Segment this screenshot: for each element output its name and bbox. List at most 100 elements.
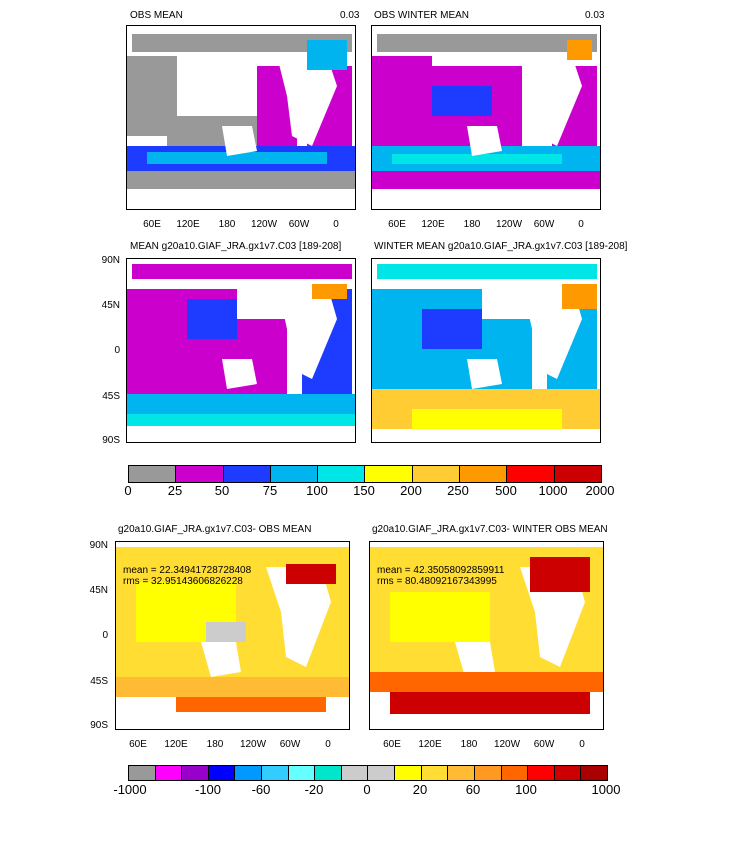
lon-label: 60W	[288, 219, 310, 230]
map-canvas	[116, 542, 349, 729]
lon-label: 0	[333, 219, 339, 230]
colorbar-label: 100	[515, 782, 537, 797]
colorbar-swatch	[155, 766, 183, 780]
stats-block: mean = 42.35058092859911 rms = 80.480921…	[377, 565, 504, 587]
lon-label: 120W	[495, 219, 523, 230]
map-model-mean	[126, 258, 356, 443]
lat-label: 90S	[90, 720, 108, 731]
lat-label: 90S	[102, 435, 120, 446]
colorbar-label: -1000	[113, 782, 147, 797]
colorbar-swatch	[368, 766, 396, 780]
colorbar-label: 0	[124, 483, 132, 498]
lon-label: 120E	[418, 739, 442, 750]
colorbar-swatch	[129, 766, 156, 780]
lon-label: 180	[206, 739, 224, 750]
lon-label: 0	[579, 739, 585, 750]
lat-label: 45N	[101, 300, 120, 311]
colorbar-label: 100	[306, 483, 328, 498]
colorbar-label: 200	[400, 483, 422, 498]
colorbar-swatch	[528, 766, 555, 780]
colorbar-swatch	[262, 766, 289, 780]
colorbar-swatch	[412, 466, 461, 482]
colorbar-label: 50	[214, 483, 230, 498]
map-obs-winter-mean	[371, 25, 601, 210]
panel-title: MEAN g20a10.GIAF_JRA.gx1v7.C03 [189-208]	[130, 241, 342, 252]
panel-title: WINTER MEAN g20a10.GIAF_JRA.gx1v7.C03 [1…	[374, 241, 628, 252]
lon-label: 120E	[176, 219, 200, 230]
lon-label: 60W	[533, 739, 555, 750]
colorbar-swatch	[208, 766, 236, 780]
lat-label: 45N	[89, 585, 108, 596]
colorbar-swatch	[581, 766, 607, 780]
map-diff-obs-mean	[115, 541, 350, 730]
colorbar-label: 60	[465, 782, 481, 797]
colorbar-label: 1000	[591, 782, 621, 797]
lon-label: 60E	[129, 739, 147, 750]
lon-label: 180	[460, 739, 478, 750]
colorbar-swatch	[182, 766, 209, 780]
colorbar-1	[128, 465, 602, 483]
panel-title: g20a10.GIAF_JRA.gx1v7.C03- OBS MEAN	[118, 524, 312, 535]
colorbar-label: -100	[194, 782, 222, 797]
colorbar-label: 250	[447, 483, 469, 498]
lon-label: 0	[325, 739, 331, 750]
lon-label: 180	[218, 219, 236, 230]
lat-label: 45S	[90, 676, 108, 687]
lon-label: 120E	[164, 739, 188, 750]
stats-block: mean = 22.34941728728408 rms = 32.951436…	[123, 565, 251, 587]
panel-title: OBS WINTER MEAN	[374, 10, 470, 21]
colorbar-label: 500	[495, 483, 517, 498]
lat-label: 0	[102, 630, 108, 641]
colorbar-swatch	[448, 766, 475, 780]
colorbar-swatch	[474, 766, 502, 780]
lon-label: 180	[463, 219, 481, 230]
colorbar-swatch	[270, 466, 319, 482]
lat-label: 90N	[89, 540, 108, 551]
panel-value: 0.03	[585, 10, 605, 21]
lon-label: 120E	[421, 219, 445, 230]
colorbar-label: -20	[304, 782, 324, 797]
colorbar-label: 20	[412, 782, 428, 797]
colorbar-swatch	[395, 766, 422, 780]
colorbar-label: 1000	[538, 483, 568, 498]
colorbar-swatch	[501, 766, 529, 780]
colorbar-2	[128, 765, 608, 781]
map-diff-winter-obs-mean	[369, 541, 604, 730]
lon-label: 120W	[239, 739, 267, 750]
colorbar-label: 25	[167, 483, 183, 498]
lat-label: 0	[114, 345, 120, 356]
lon-label: 60E	[388, 219, 406, 230]
colorbar-swatch	[129, 466, 177, 482]
colorbar-swatch	[315, 766, 342, 780]
lat-label: 90N	[101, 255, 120, 266]
lon-label: 60W	[279, 739, 301, 750]
colorbar-swatch	[341, 766, 369, 780]
lon-label: 120W	[493, 739, 521, 750]
colorbar-label: -60	[251, 782, 271, 797]
stat-mean: mean = 22.34941728728408	[123, 565, 252, 576]
colorbar-swatch	[554, 466, 601, 482]
colorbar-label: 0	[363, 782, 371, 797]
colorbar-swatch	[223, 466, 271, 482]
map-canvas	[127, 259, 355, 442]
lon-label: 60E	[383, 739, 401, 750]
stat-rms: rms = 32.95143606826228	[123, 576, 243, 587]
map-canvas	[127, 26, 355, 209]
map-canvas	[370, 542, 603, 729]
stat-rms: rms = 80.48092167343995	[377, 576, 497, 587]
map-obs-mean	[126, 25, 356, 210]
colorbar-label: 2000	[585, 483, 615, 498]
colorbar-swatch	[421, 766, 449, 780]
colorbar-swatch	[460, 466, 508, 482]
colorbar-swatch	[235, 766, 263, 780]
colorbar-swatch	[318, 466, 366, 482]
colorbar-swatch	[365, 466, 413, 482]
colorbar-swatch	[288, 766, 316, 780]
map-canvas	[372, 259, 600, 442]
colorbar-label: 75	[262, 483, 278, 498]
lat-label: 45S	[102, 391, 120, 402]
lon-label: 60W	[533, 219, 555, 230]
map-model-winter-mean	[371, 258, 601, 443]
panel-title: OBS MEAN	[130, 10, 183, 21]
panel-title: g20a10.GIAF_JRA.gx1v7.C03- WINTER OBS ME…	[372, 524, 608, 535]
